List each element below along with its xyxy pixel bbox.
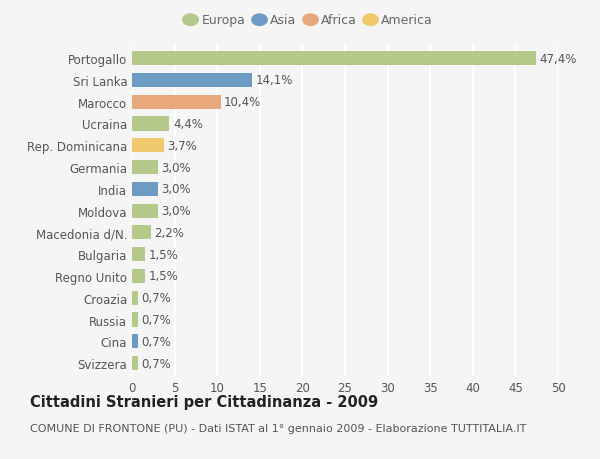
- Bar: [132, 269, 145, 284]
- Text: 0,7%: 0,7%: [142, 357, 171, 370]
- Bar: [132, 95, 221, 110]
- Bar: [132, 139, 164, 153]
- Text: 10,4%: 10,4%: [224, 96, 261, 109]
- Bar: [132, 73, 252, 88]
- Bar: [132, 356, 138, 370]
- Bar: [132, 291, 138, 305]
- Text: 1,5%: 1,5%: [148, 248, 178, 261]
- Text: Asia: Asia: [271, 14, 296, 27]
- Text: 3,0%: 3,0%: [161, 205, 191, 218]
- Bar: [132, 335, 138, 349]
- Bar: [132, 313, 138, 327]
- Text: COMUNE DI FRONTONE (PU) - Dati ISTAT al 1° gennaio 2009 - Elaborazione TUTTITALI: COMUNE DI FRONTONE (PU) - Dati ISTAT al …: [30, 424, 526, 433]
- Bar: [132, 161, 158, 175]
- Text: 47,4%: 47,4%: [539, 52, 577, 66]
- Text: 4,4%: 4,4%: [173, 118, 203, 131]
- Text: 2,2%: 2,2%: [154, 226, 184, 239]
- Text: Europa: Europa: [202, 14, 245, 27]
- Text: 3,0%: 3,0%: [161, 161, 191, 174]
- Bar: [132, 226, 151, 240]
- Bar: [132, 204, 158, 218]
- Text: Africa: Africa: [322, 14, 357, 27]
- Bar: [132, 182, 158, 196]
- Text: 14,1%: 14,1%: [256, 74, 293, 87]
- Bar: [132, 52, 536, 66]
- Text: Cittadini Stranieri per Cittadinanza - 2009: Cittadini Stranieri per Cittadinanza - 2…: [30, 394, 378, 409]
- Bar: [132, 117, 169, 131]
- Bar: [132, 247, 145, 262]
- Text: 0,7%: 0,7%: [142, 313, 171, 326]
- Text: 1,5%: 1,5%: [148, 270, 178, 283]
- Text: 0,7%: 0,7%: [142, 291, 171, 305]
- Text: 3,0%: 3,0%: [161, 183, 191, 196]
- Text: 0,7%: 0,7%: [142, 335, 171, 348]
- Text: 3,7%: 3,7%: [167, 140, 197, 152]
- Text: America: America: [382, 14, 433, 27]
